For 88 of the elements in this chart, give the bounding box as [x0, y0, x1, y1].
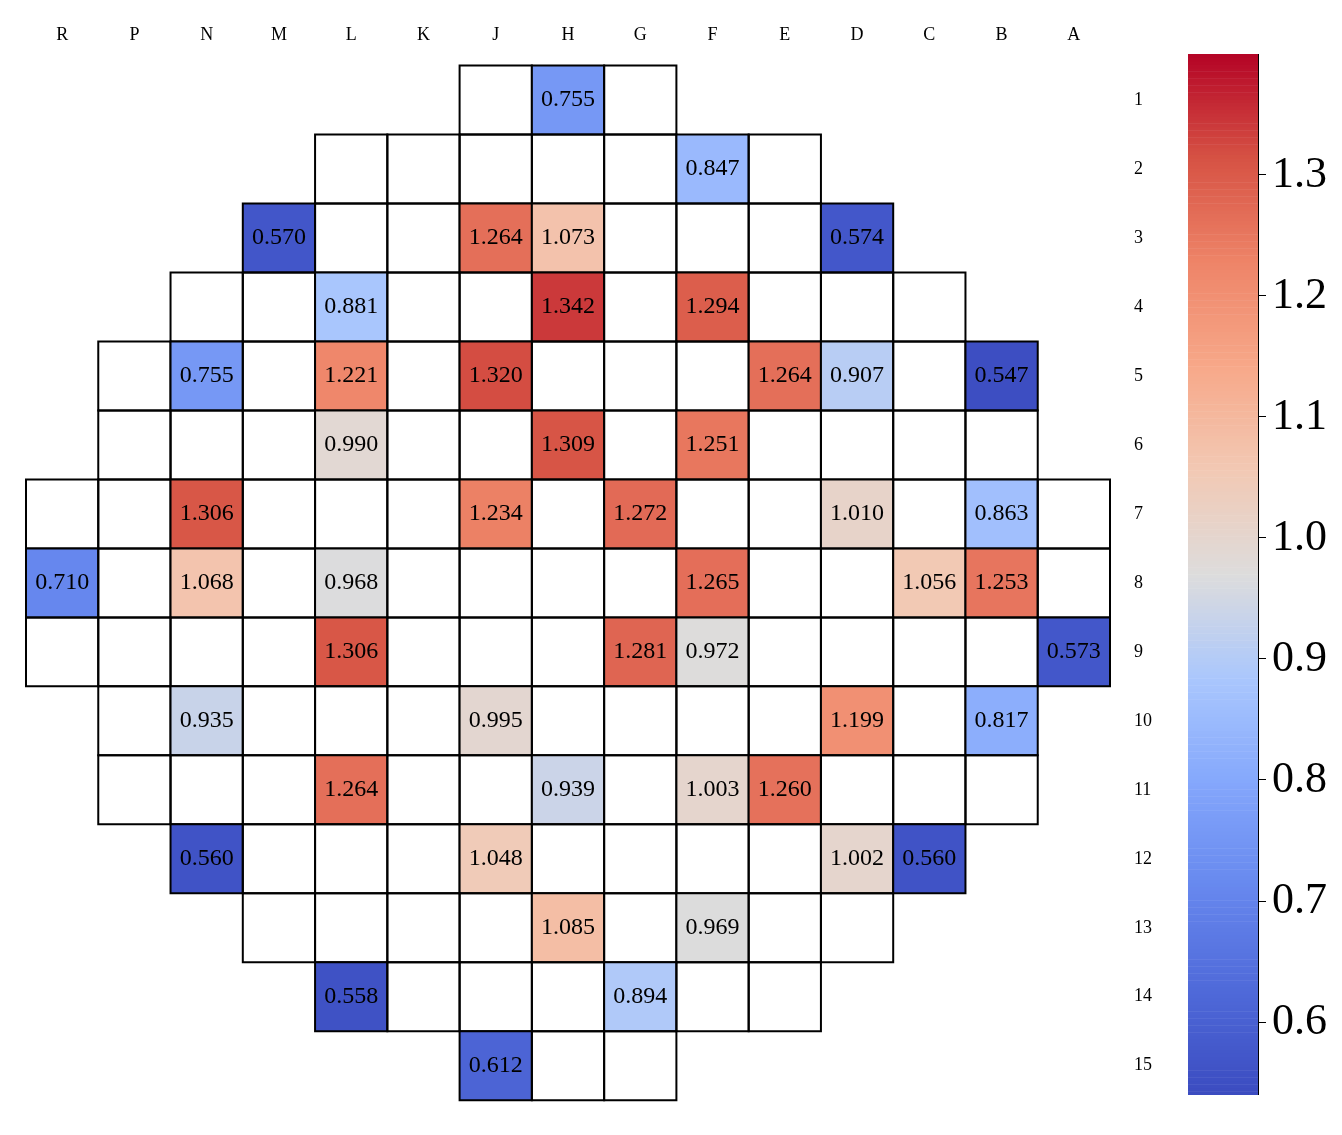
- data-label: 1.306: [324, 637, 379, 664]
- x-tick-label: N: [200, 23, 214, 44]
- x-tick-label: R: [56, 23, 69, 44]
- y-tick-label: 8: [1134, 571, 1143, 592]
- y-tick-label: 6: [1134, 433, 1143, 454]
- y-tick-label: 1: [1134, 88, 1143, 109]
- data-label: 0.573: [1046, 637, 1101, 664]
- data-label: 1.251: [685, 430, 740, 457]
- data-label: 0.574: [830, 223, 885, 250]
- data-label: 0.612: [468, 1051, 523, 1078]
- y-tick-label: 12: [1134, 847, 1152, 868]
- color-bar-label: 0.6: [1272, 994, 1327, 1044]
- y-tick-label: 13: [1134, 916, 1152, 937]
- y-tick-label: 4: [1134, 295, 1143, 316]
- data-label: 0.969: [685, 913, 740, 940]
- y-tick-label: 14: [1134, 985, 1152, 1006]
- y-tick-label: 2: [1134, 157, 1143, 178]
- x-tick-label: A: [1067, 23, 1081, 44]
- data-label: 0.995: [468, 706, 523, 733]
- data-label: 0.972: [685, 637, 740, 664]
- data-label: 1.085: [541, 913, 595, 940]
- x-tick-label: H: [561, 23, 575, 44]
- data-label: 0.755: [179, 361, 234, 388]
- data-label: 1.320: [468, 361, 523, 388]
- data-label: 0.863: [974, 499, 1029, 526]
- data-label: 1.068: [179, 568, 234, 595]
- data-label: 0.968: [324, 568, 379, 595]
- data-label: 0.847: [685, 154, 740, 181]
- y-tick-label: 5: [1134, 364, 1143, 385]
- y-tick-label: 9: [1134, 640, 1143, 661]
- data-label: 0.935: [179, 706, 234, 733]
- data-label: 0.547: [974, 361, 1029, 388]
- x-tick-label: D: [850, 23, 864, 44]
- y-tick-label: 11: [1134, 778, 1152, 799]
- color-bar-label: 1.2: [1272, 268, 1327, 318]
- data-label: 0.907: [830, 361, 885, 388]
- data-label: 1.010: [830, 499, 885, 526]
- data-label: 1.264: [757, 361, 812, 388]
- data-label: 1.221: [324, 361, 379, 388]
- x-tick-label: C: [923, 23, 936, 44]
- y-tick-label: 3: [1134, 226, 1143, 247]
- data-label: 1.260: [757, 775, 812, 802]
- x-tick-label: L: [345, 23, 357, 44]
- data-label: 1.265: [685, 568, 740, 595]
- y-tick-label: 10: [1134, 709, 1152, 730]
- y-tick-label: 7: [1134, 502, 1143, 523]
- data-label: 1.073: [541, 223, 595, 250]
- data-label: 0.560: [902, 844, 957, 871]
- data-label: 0.894: [613, 982, 668, 1009]
- x-tick-label: F: [707, 23, 718, 44]
- data-label: 1.048: [468, 844, 523, 871]
- color-bar-label: 1.1: [1272, 389, 1327, 439]
- data-label: 1.342: [541, 292, 595, 319]
- data-label: 1.003: [685, 775, 740, 802]
- data-label: 0.570: [251, 223, 306, 250]
- data-label: 1.264: [468, 223, 523, 250]
- data-label: 0.817: [974, 706, 1029, 733]
- data-label: 1.272: [613, 499, 668, 526]
- data-label: 1.306: [179, 499, 234, 526]
- data-label: 1.234: [468, 499, 523, 526]
- data-label: 0.560: [179, 844, 234, 871]
- data-label: 0.939: [541, 775, 595, 802]
- color-bar-label: 0.9: [1272, 631, 1327, 681]
- color-bar-label: 0.7: [1272, 873, 1327, 923]
- x-tick-label: G: [633, 23, 647, 44]
- data-label: 1.309: [541, 430, 595, 457]
- data-label: 1.294: [685, 292, 740, 319]
- data-label: 1.281: [613, 637, 668, 664]
- data-label: 1.253: [974, 568, 1029, 595]
- x-tick-label: B: [995, 23, 1008, 44]
- x-tick-label: J: [492, 23, 500, 44]
- data-label: 0.558: [324, 982, 379, 1009]
- data-label: 1.199: [830, 706, 885, 733]
- y-tick-label: 15: [1134, 1054, 1152, 1075]
- data-label: 0.881: [324, 292, 379, 319]
- color-bar-label: 1.0: [1272, 510, 1327, 560]
- color-bar-label: 0.8: [1272, 752, 1327, 802]
- data-label: 0.755: [541, 85, 595, 112]
- x-tick-label: E: [779, 23, 791, 44]
- x-tick-label: P: [129, 23, 140, 44]
- x-tick-label: M: [270, 23, 287, 44]
- data-label: 1.056: [902, 568, 957, 595]
- color-bar-label: 1.3: [1272, 147, 1327, 197]
- x-tick-label: K: [416, 23, 430, 44]
- data-label: 0.990: [324, 430, 379, 457]
- data-label: 1.264: [324, 775, 379, 802]
- data-label: 1.002: [830, 844, 885, 871]
- data-label: 0.710: [35, 568, 90, 595]
